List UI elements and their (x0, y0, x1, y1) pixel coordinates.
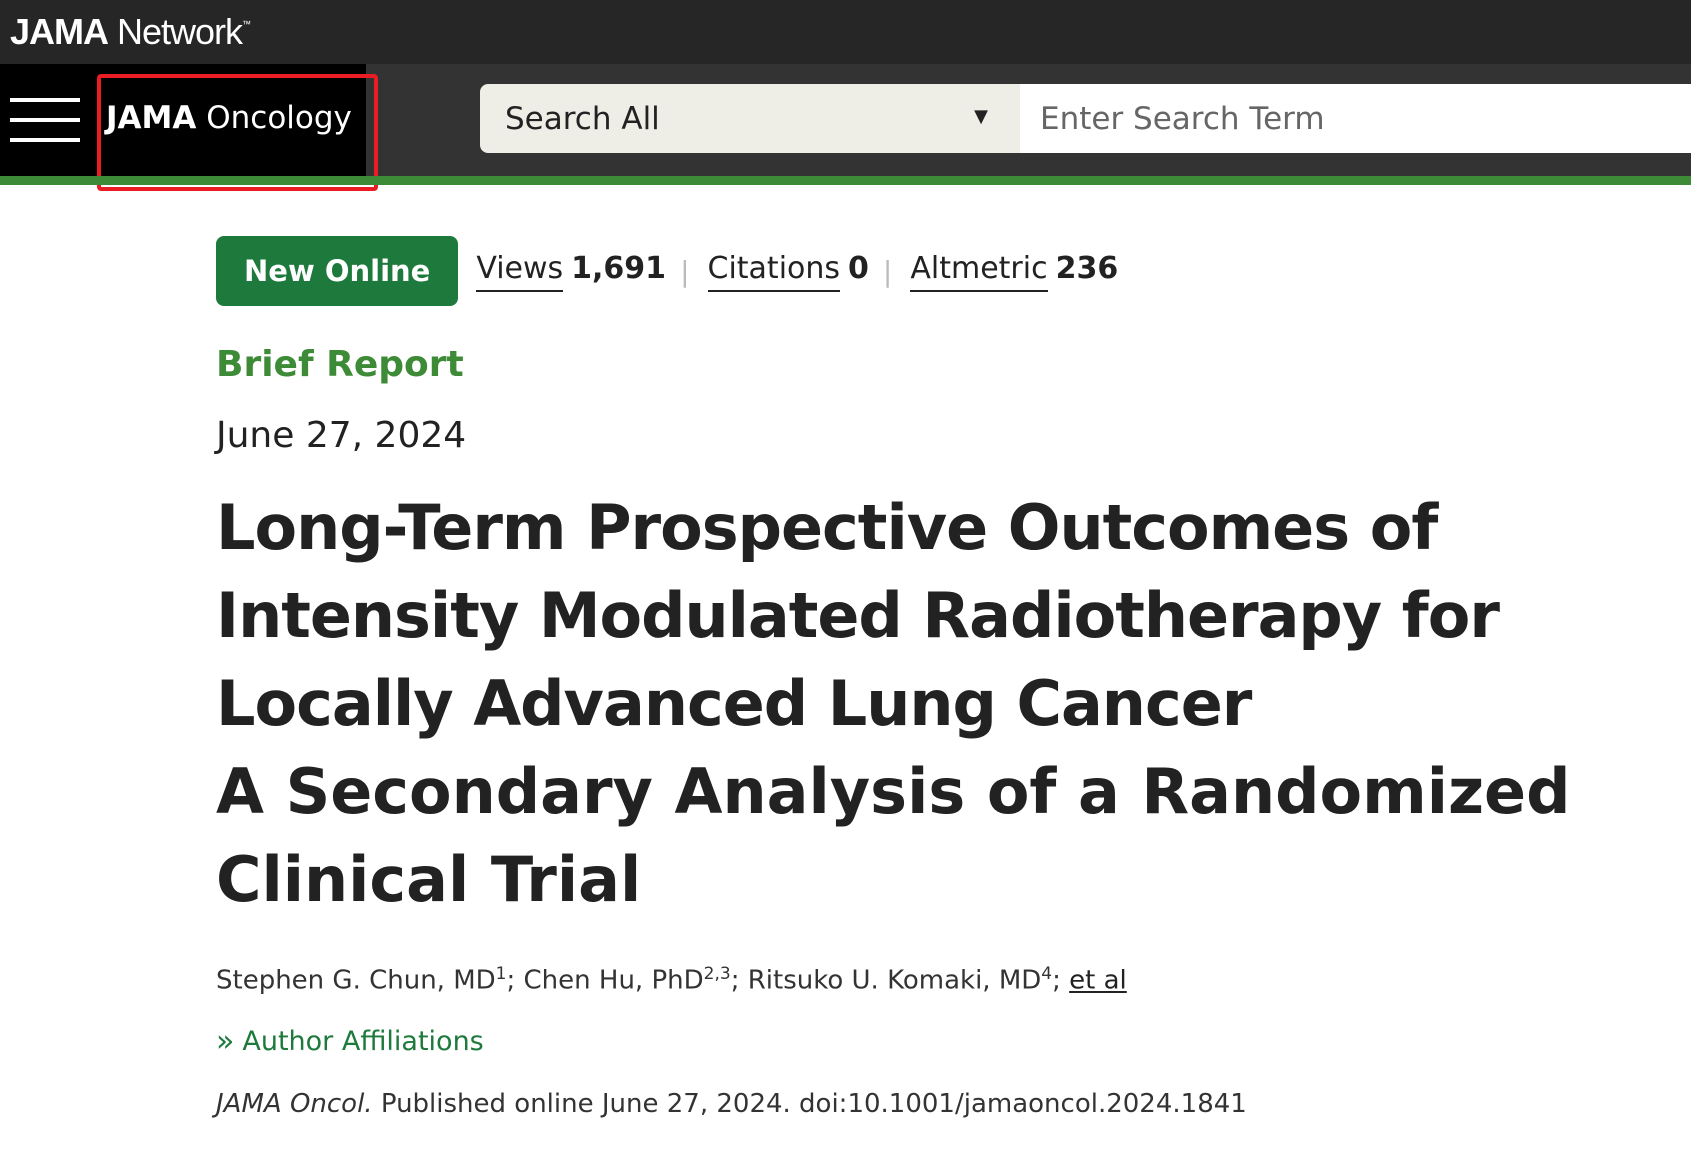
metric-separator: | (882, 254, 893, 288)
search-scope-label: Search All (505, 100, 660, 137)
publication-date: June 27, 2024 (216, 415, 467, 456)
author-affiliation-number: 4 (1041, 964, 1053, 984)
journal-logo-bold: JAMA (106, 100, 197, 136)
jama-network-logo[interactable]: JAMA Network™ (10, 11, 251, 53)
author-name[interactable]: Ritsuko U. Komaki, MD (747, 965, 1042, 996)
author-name[interactable]: Stephen G. Chun, MD (216, 965, 496, 996)
journal-logo-rest: Oncology (196, 100, 352, 136)
author-affiliations-label: Author Affiliations (242, 1025, 484, 1057)
et-al-link[interactable]: et al (1069, 965, 1127, 996)
citation-details: Published online June 27, 2024. doi:10.1… (372, 1088, 1247, 1119)
altmetric-label[interactable]: Altmetric (910, 251, 1048, 292)
menu-icon[interactable] (10, 98, 80, 144)
author-name[interactable]: Chen Hu, PhD (523, 965, 704, 996)
article-type: Brief Report (216, 344, 464, 385)
citation-journal: JAMA Oncol. (216, 1088, 373, 1119)
altmetric-metric[interactable]: Altmetric 236 (910, 251, 1118, 292)
citations-value: 0 (848, 250, 869, 286)
article-metrics: New Online Views 1,691 | Citations 0 | A… (216, 236, 1676, 306)
views-label[interactable]: Views (476, 251, 564, 292)
header-divider (0, 176, 1691, 185)
article-citation: JAMA Oncol. Published online June 27, 20… (216, 1089, 1676, 1119)
citations-metric[interactable]: Citations 0 (707, 250, 869, 292)
citations-label[interactable]: Citations (707, 251, 841, 292)
metric-separator: | (680, 254, 690, 288)
trademark-mark: ™ (242, 19, 251, 29)
network-logo-bold: JAMA (10, 11, 109, 52)
views-metric[interactable]: Views 1,691 (476, 251, 666, 292)
jama-oncology-logo[interactable]: JAMA Oncology (106, 100, 352, 136)
journal-brand-area: JAMA Oncology (0, 64, 366, 176)
views-value: 1,691 (571, 250, 667, 286)
altmetric-value: 236 (1055, 250, 1119, 286)
author-list: Stephen G. Chun, MD1; Chen Hu, PhD2,3; R… (216, 964, 1127, 996)
double-chevron-right-icon: » (216, 1023, 235, 1059)
article-title: Long-Term Prospective Outcomes of Intens… (216, 491, 1500, 740)
article-subtitle: A Secondary Analysis of a Randomized Cli… (216, 755, 1571, 916)
network-header: JAMA Network™ (0, 0, 1691, 64)
search-input[interactable] (1020, 84, 1691, 153)
journal-header: JAMA Oncology Search All ▼ (0, 64, 1691, 191)
article-header: New Online Views 1,691 | Citations 0 | A… (216, 236, 1676, 1119)
author-affiliations-toggle[interactable]: » Author Affiliations (216, 1024, 1676, 1059)
author-affiliation-number: 1 (495, 964, 507, 984)
chevron-down-icon: ▼ (974, 106, 988, 127)
author-affiliation-number: 2,3 (703, 964, 731, 984)
network-logo-rest: Network (108, 11, 243, 52)
new-online-badge: New Online (216, 236, 459, 306)
search-scope-dropdown[interactable]: Search All ▼ (480, 84, 1020, 153)
